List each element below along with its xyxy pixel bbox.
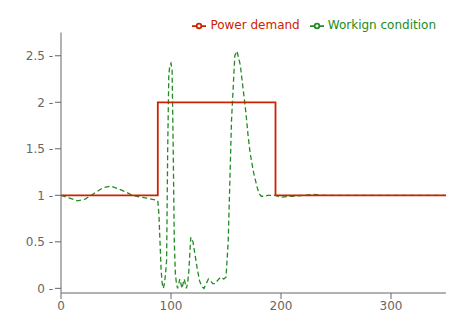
html-text:Power demand: Power demand [210,18,300,32]
html-text:Workign condition: Workign condition [327,18,436,32]
svg-text:2.5 -: 2.5 - [26,49,53,63]
svg-text:200: 200 [270,299,293,313]
svg-text:1.5 -: 1.5 - [26,142,53,156]
svg-text:1 -: 1 - [37,189,53,203]
svg-text:300: 300 [380,299,403,313]
svg-text:0: 0 [57,299,65,313]
svg-text:2 -: 2 - [37,96,53,110]
svg-text:0 -: 0 - [37,282,53,296]
svg-text:0.5 -: 0.5 - [26,235,53,249]
svg-text:100: 100 [160,299,183,313]
